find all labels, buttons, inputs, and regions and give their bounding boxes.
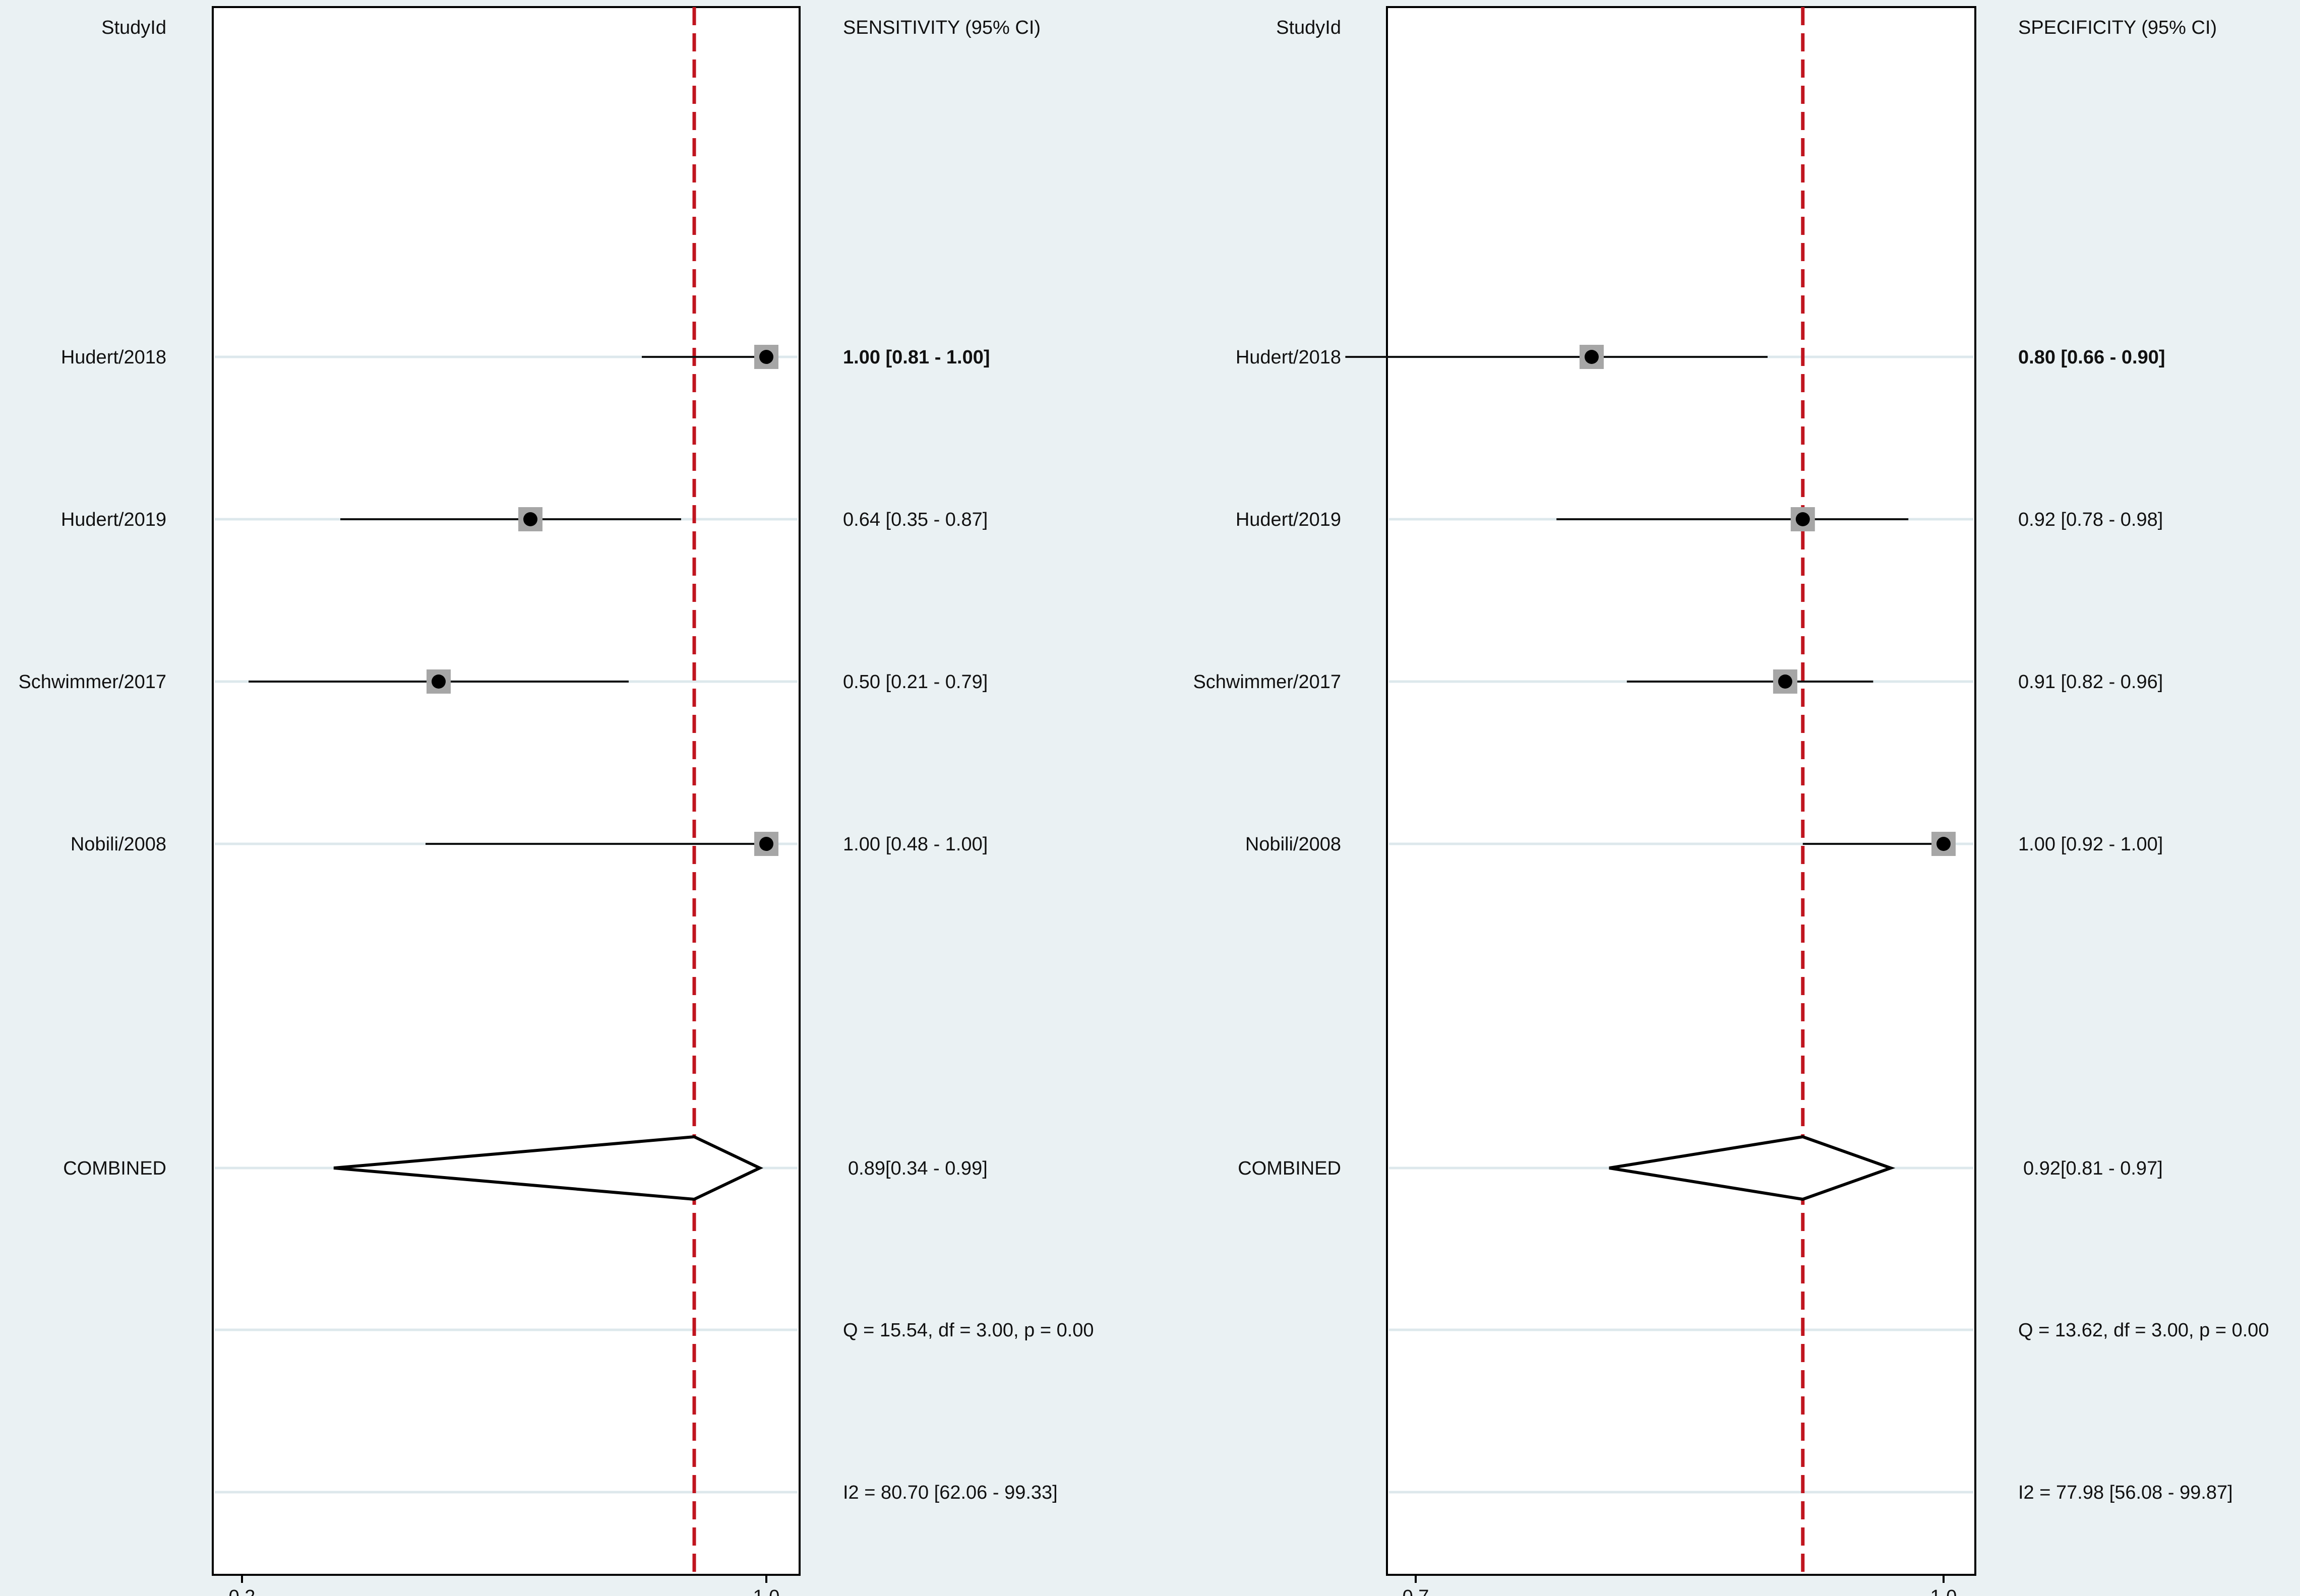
point-estimate-dot	[1936, 837, 1951, 851]
study-estimate-label: 1.00 [0.48 - 1.00]	[843, 834, 988, 855]
study-id-header: StudyId	[1276, 17, 1341, 38]
point-estimate-dot	[523, 512, 537, 526]
point-estimate-dot	[1778, 674, 1792, 689]
combined-estimate-label: 0.92[0.81 - 0.97]	[2023, 1158, 2163, 1179]
study-estimate-label: 0.64 [0.35 - 0.87]	[843, 509, 988, 530]
heterogeneity-q: Q = 15.54, df = 3.00, p = 0.00	[843, 1320, 1094, 1341]
study-estimate-label: 1.00 [0.81 - 1.00]	[843, 347, 990, 368]
combined-label: COMBINED	[1238, 1158, 1341, 1179]
point-estimate-dot	[759, 350, 773, 364]
study-estimate-label: 1.00 [0.92 - 1.00]	[2018, 834, 2163, 855]
study-estimate-label: 0.91 [0.82 - 0.96]	[2018, 671, 2163, 693]
study-id-header: StudyId	[101, 17, 166, 38]
study-estimate-label: 0.80 [0.66 - 0.90]	[2018, 347, 2165, 368]
x-tick-label: 0.2	[229, 1586, 256, 1596]
point-estimate-dot	[1585, 350, 1599, 364]
combined-label: COMBINED	[63, 1158, 166, 1179]
plot-area-0	[212, 6, 801, 1576]
point-estimate-dot	[759, 837, 773, 851]
study-name: Hudert/2018	[1236, 347, 1341, 368]
study-estimate-label: 0.50 [0.21 - 0.79]	[843, 671, 988, 693]
point-estimate-dot	[432, 674, 446, 689]
study-name: Schwimmer/2017	[18, 671, 166, 693]
study-name: Hudert/2019	[1236, 509, 1341, 530]
combined-diamond	[333, 1135, 763, 1201]
study-estimate-label: 0.92 [0.78 - 0.98]	[2018, 509, 2163, 530]
combined-estimate-label: 0.89[0.34 - 0.99]	[848, 1158, 988, 1179]
study-name: Nobili/2008	[1245, 834, 1341, 855]
study-name: Hudert/2018	[61, 347, 166, 368]
heterogeneity-q: Q = 13.62, df = 3.00, p = 0.00	[2018, 1320, 2269, 1341]
study-name: Schwimmer/2017	[1193, 671, 1341, 693]
plot-area-1	[1386, 6, 1976, 1576]
point-estimate-dot	[1795, 512, 1810, 526]
study-name: Hudert/2019	[61, 509, 166, 530]
estimate-header: SPECIFICITY (95% CI)	[2018, 17, 2217, 38]
estimate-header: SENSITIVITY (95% CI)	[843, 17, 1041, 38]
x-tick-label: 1.0	[753, 1586, 780, 1596]
x-axis-title: SPECIFICITY	[1616, 1594, 1746, 1596]
heterogeneity-i2: I2 = 77.98 [56.08 - 99.87]	[2018, 1482, 2233, 1503]
combined-diamond	[1609, 1135, 1896, 1201]
study-name: Nobili/2008	[71, 834, 166, 855]
heterogeneity-i2: I2 = 80.70 [62.06 - 99.33]	[843, 1482, 1058, 1503]
x-axis-title: SENSITIVITY	[442, 1594, 571, 1596]
x-tick-label: 0.7	[1403, 1586, 1429, 1596]
x-tick-label: 1.0	[1930, 1586, 1957, 1596]
